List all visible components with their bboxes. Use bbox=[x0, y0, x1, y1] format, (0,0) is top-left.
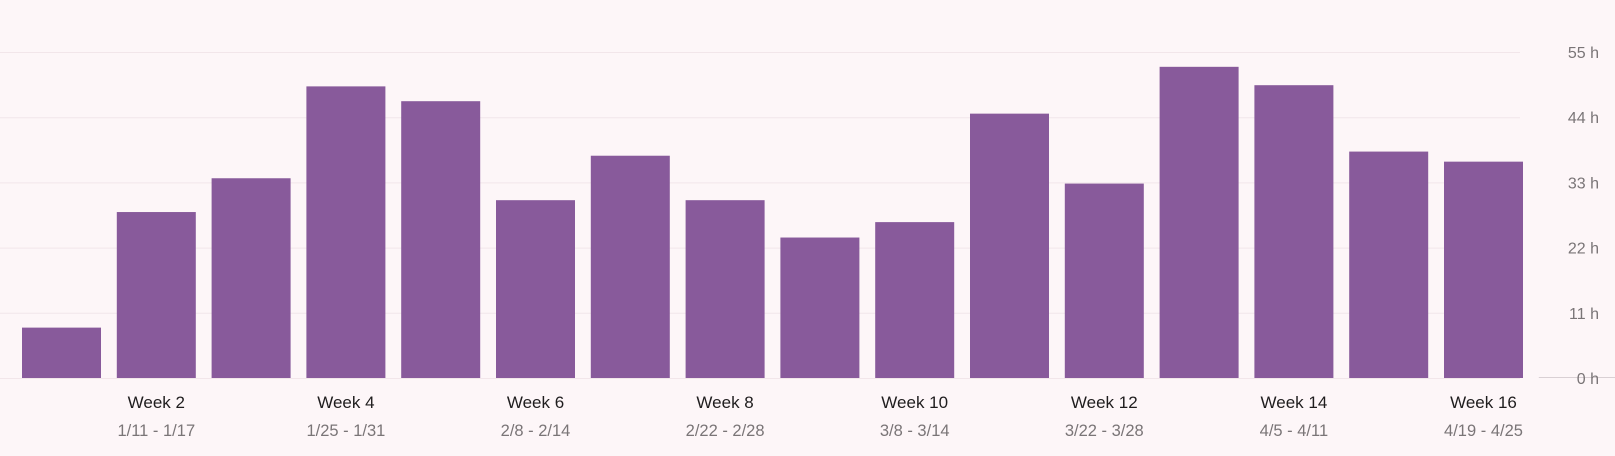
bar-week-3[interactable] bbox=[211, 178, 291, 378]
x-week-label: Week 14 bbox=[1261, 393, 1328, 412]
x-date-range-label: 2/8 - 2/14 bbox=[501, 422, 571, 440]
y-tick-label: 44 h bbox=[1568, 110, 1599, 127]
bar-week-7[interactable] bbox=[590, 155, 670, 378]
x-week-label: Week 12 bbox=[1071, 393, 1138, 412]
y-tick-label: 0 h bbox=[1577, 371, 1599, 388]
bar-week-1[interactable] bbox=[22, 327, 101, 378]
bar-week-9[interactable] bbox=[780, 237, 860, 378]
bar-week-11[interactable] bbox=[970, 113, 1049, 378]
x-date-range-label: 1/25 - 1/31 bbox=[306, 422, 385, 440]
bar-week-13[interactable] bbox=[1159, 66, 1239, 379]
bar-week-10[interactable] bbox=[875, 222, 955, 378]
y-tick-label: 11 h bbox=[1569, 306, 1599, 323]
bar-week-14[interactable] bbox=[1254, 85, 1334, 379]
bar-week-8[interactable] bbox=[685, 200, 765, 378]
x-date-range-label: 2/22 - 2/28 bbox=[686, 422, 765, 440]
x-date-range-label: 3/22 - 3/28 bbox=[1065, 422, 1144, 440]
x-date-range-label: 3/8 - 3/14 bbox=[880, 422, 950, 440]
bar-week-5[interactable] bbox=[401, 101, 481, 379]
x-week-label: Week 2 bbox=[128, 393, 185, 412]
x-date-range-label: 1/11 - 1/17 bbox=[117, 422, 195, 440]
x-date-range-label: 4/19 - 4/25 bbox=[1444, 422, 1523, 440]
bar-week-6[interactable] bbox=[496, 200, 575, 378]
y-axis-ticks: 0 h 11 h 22 h 33 h 44 h 55 h bbox=[1568, 45, 1599, 388]
bars bbox=[22, 66, 1615, 379]
x-week-label: Week 8 bbox=[696, 393, 753, 412]
bar-week-2[interactable] bbox=[116, 212, 196, 378]
bar-week-12[interactable] bbox=[1064, 183, 1144, 378]
x-week-label: Week 4 bbox=[317, 393, 374, 412]
y-tick-label: 55 h bbox=[1568, 45, 1599, 62]
x-week-label: Week 16 bbox=[1450, 393, 1517, 412]
x-axis-labels: Week 2 1/11 - 1/17 Week 4 1/25 - 1/31 Week 6… bbox=[117, 393, 1522, 440]
bar-week-15[interactable] bbox=[1349, 151, 1429, 378]
x-week-label: Week 6 bbox=[507, 393, 564, 412]
y-tick-label: 22 h bbox=[1568, 241, 1599, 258]
bar-week-16[interactable] bbox=[1444, 161, 1523, 378]
bar-week-17[interactable] bbox=[1538, 377, 1615, 378]
x-week-label: Week 10 bbox=[881, 393, 948, 412]
bar-week-4[interactable] bbox=[306, 86, 386, 379]
y-tick-label: 33 h bbox=[1568, 175, 1599, 192]
x-date-range-label: 4/5 - 4/11 bbox=[1260, 422, 1329, 440]
